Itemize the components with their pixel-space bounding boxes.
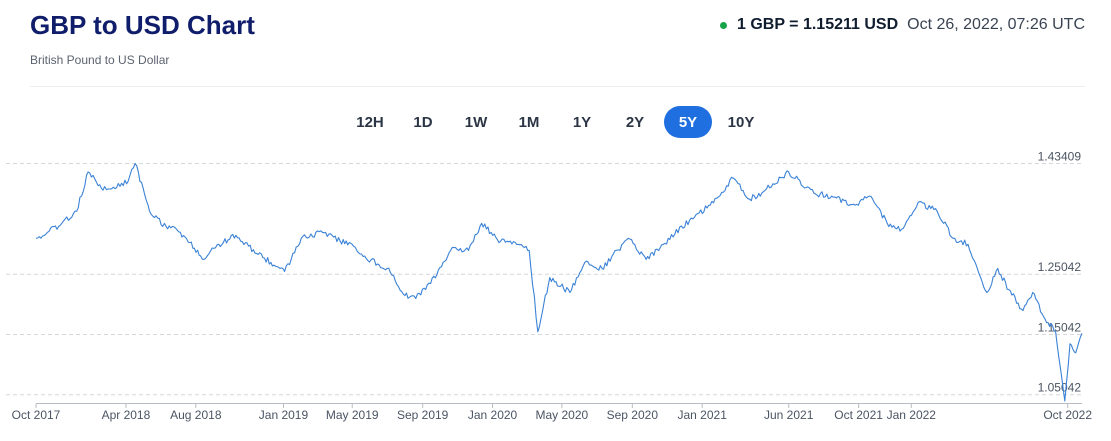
x-tick-label: Oct 2022 bbox=[1043, 408, 1092, 422]
x-tick-label: Sep 2019 bbox=[397, 408, 449, 422]
x-tick-label: Jan 2019 bbox=[259, 408, 309, 422]
x-tick-label: May 2019 bbox=[326, 408, 379, 422]
y-tick-label: 1.43409 bbox=[1038, 150, 1082, 164]
range-button-2y[interactable]: 2Y bbox=[611, 106, 659, 138]
x-tick-label: Jan 2022 bbox=[887, 408, 937, 422]
range-button-1w[interactable]: 1W bbox=[452, 106, 500, 138]
x-tick-label: Jan 2020 bbox=[468, 408, 518, 422]
live-status-icon bbox=[719, 21, 727, 29]
range-button-1y[interactable]: 1Y bbox=[558, 106, 606, 138]
y-tick-label: 1.25042 bbox=[1038, 260, 1082, 274]
x-tick-label: Aug 2018 bbox=[170, 408, 222, 422]
rate-series-line bbox=[35, 163, 1083, 402]
x-tick-label: May 2020 bbox=[536, 408, 589, 422]
range-button-1d[interactable]: 1D bbox=[399, 106, 447, 138]
x-tick-label: Sep 2020 bbox=[607, 408, 659, 422]
x-tick-label: Jun 2021 bbox=[764, 408, 814, 422]
y-tick-label: 1.05042 bbox=[1038, 381, 1082, 395]
range-button-5y[interactable]: 5Y bbox=[664, 106, 712, 138]
x-tick-label: Oct 2021 bbox=[834, 408, 883, 422]
rate-line-chart[interactable]: 1.43409 1.25042 1.15042 1.05042 Oct 2017 Apr … bbox=[0, 150, 1111, 441]
current-rate: 1 GBP = 1.15211 USD bbox=[736, 16, 899, 33]
rate-display: 1 GBP = 1.15211 USD Oct 26, 2022, 07:26 … bbox=[719, 16, 1085, 34]
page-title: GBP to USD Chart bbox=[30, 10, 255, 40]
range-button-12h[interactable]: 12H bbox=[346, 106, 394, 138]
range-button-1m[interactable]: 1M bbox=[505, 106, 553, 138]
header-divider bbox=[30, 86, 1085, 87]
x-tick-label: Apr 2018 bbox=[102, 408, 151, 422]
x-tick-label: Jan 2021 bbox=[678, 408, 728, 422]
page-subtitle: British Pound to US Dollar bbox=[30, 53, 170, 67]
y-tick-label: 1.15042 bbox=[1038, 320, 1082, 334]
x-tick-label: Oct 2017 bbox=[12, 408, 61, 422]
range-selector: 12H 1D 1W 1M 1Y 2Y 5Y 10Y bbox=[0, 106, 1111, 138]
range-button-10y[interactable]: 10Y bbox=[717, 106, 765, 138]
rate-timestamp: Oct 26, 2022, 07:26 UTC bbox=[907, 16, 1085, 33]
